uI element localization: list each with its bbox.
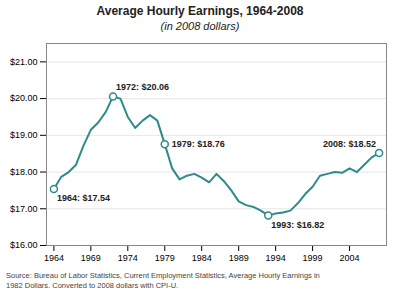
svg-text:1989: 1989 bbox=[229, 253, 249, 263]
svg-text:$18.00: $18.00 bbox=[10, 167, 38, 177]
svg-text:$21.00: $21.00 bbox=[10, 57, 38, 67]
svg-text:1994: 1994 bbox=[266, 253, 286, 263]
svg-text:$17.00: $17.00 bbox=[10, 204, 38, 214]
svg-text:1999: 1999 bbox=[303, 253, 323, 263]
svg-text:1964: $17.54: 1964: $17.54 bbox=[57, 193, 110, 203]
svg-text:1979: 1979 bbox=[155, 253, 175, 263]
svg-text:1993: $16.82: 1993: $16.82 bbox=[271, 220, 324, 230]
svg-text:1969: 1969 bbox=[81, 253, 101, 263]
svg-text:$16.00: $16.00 bbox=[10, 240, 38, 250]
svg-text:$20.00: $20.00 bbox=[10, 93, 38, 103]
svg-text:2008: $18.52: 2008: $18.52 bbox=[323, 139, 376, 149]
html-text:Average Hourly Earnings, 1964-: Average Hourly Earnings, 1964-2008 bbox=[96, 4, 304, 18]
html-text:(in 2008 dollars): (in 2008 dollars) bbox=[160, 20, 240, 32]
svg-text:1964: 1964 bbox=[44, 253, 64, 263]
svg-text:1979: $18.76: 1979: $18.76 bbox=[172, 139, 225, 149]
svg-text:1972: $20.06: 1972: $20.06 bbox=[116, 82, 169, 92]
svg-text:1984: 1984 bbox=[192, 253, 212, 263]
svg-text:2004: 2004 bbox=[340, 253, 360, 263]
html-text:Source: Bureau of Labor Statis: Source: Bureau of Labor Statistics, Curr… bbox=[6, 271, 320, 290]
svg-text:1974: 1974 bbox=[118, 253, 138, 263]
svg-text:$19.00: $19.00 bbox=[10, 130, 38, 140]
